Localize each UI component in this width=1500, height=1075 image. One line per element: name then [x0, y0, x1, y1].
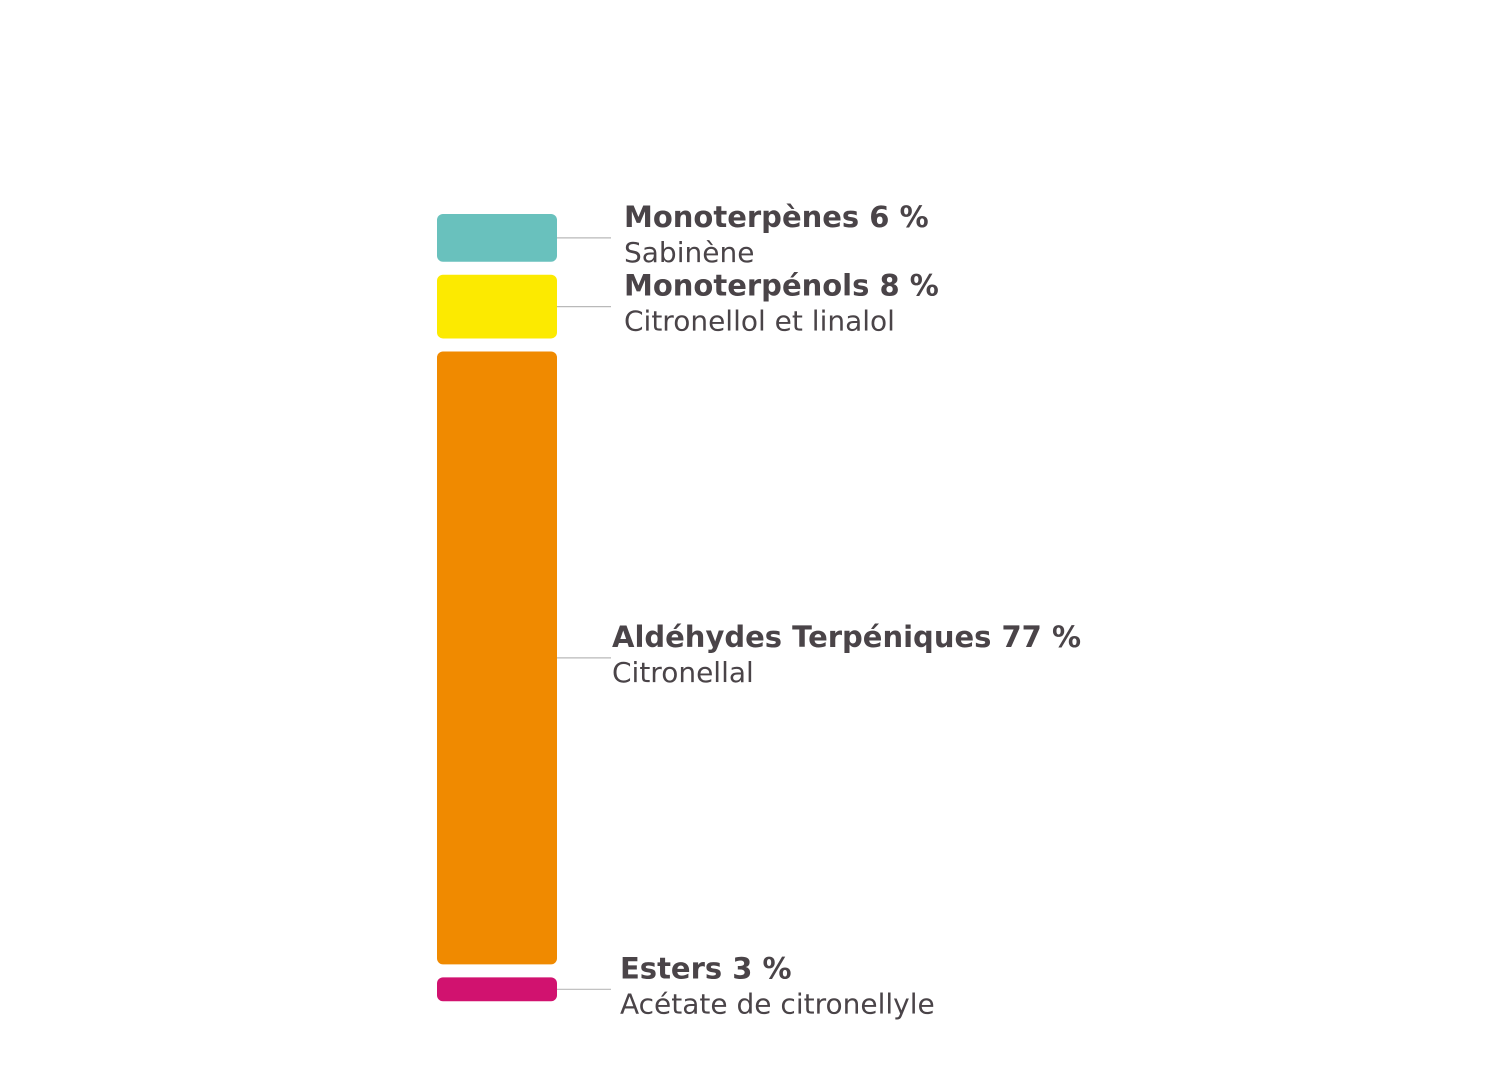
segment-name-monoterpenols: Monoterpénols 8 %	[624, 269, 939, 303]
segment-name-aldehydes-terpeniques: Aldéhydes Terpéniques 77 %	[612, 620, 1081, 654]
bar-segment-aldehydes-terpeniques	[437, 351, 557, 965]
bar-stack	[437, 214, 557, 1002]
segment-description-monoterpenols: Citronellol et linalol	[624, 305, 895, 338]
segment-value-label: 3 %	[732, 951, 791, 985]
segment-description-aldehydes-terpeniques: Citronellal	[612, 656, 754, 689]
segment-value-label: 8 %	[879, 269, 938, 303]
segment-name-text: Esters	[620, 951, 732, 985]
bar-segment-esters	[437, 977, 557, 1002]
segment-value-label: 77 %	[1002, 620, 1082, 654]
segment-name-text: Monoterpénols	[624, 269, 879, 303]
segment-value-label: 6 %	[869, 200, 928, 234]
leader-lines	[557, 237, 611, 990]
segment-description-monoterpenes: Sabinène	[624, 236, 754, 269]
segment-name-text: Aldéhydes Terpéniques	[612, 620, 1002, 654]
bar-segment-monoterpenols	[437, 274, 557, 339]
segment-name-monoterpenes: Monoterpènes 6 %	[624, 200, 929, 234]
bar-segment-monoterpenes	[437, 214, 557, 262]
segment-description-esters: Acétate de citronellyle	[620, 987, 935, 1020]
segment-name-esters: Esters 3 %	[620, 951, 792, 985]
segment-name-text: Monoterpènes	[624, 200, 869, 234]
